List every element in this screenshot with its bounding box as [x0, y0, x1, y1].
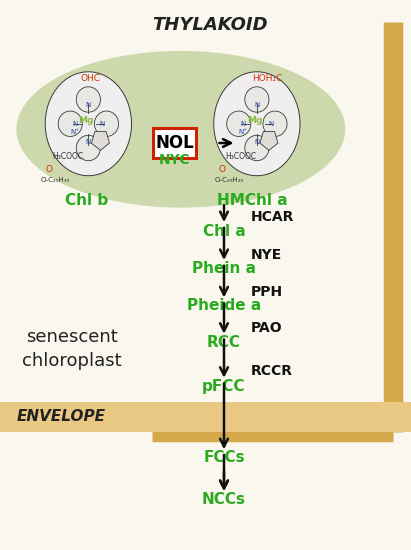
- Text: PAO: PAO: [251, 321, 282, 336]
- Polygon shape: [95, 111, 118, 136]
- Text: N⁺: N⁺: [238, 129, 247, 135]
- Text: NCCs: NCCs: [202, 492, 246, 507]
- Polygon shape: [227, 111, 251, 136]
- Polygon shape: [91, 131, 109, 150]
- Text: O: O: [218, 166, 226, 174]
- Text: N: N: [72, 121, 77, 126]
- Polygon shape: [76, 87, 100, 112]
- Text: PPH: PPH: [251, 284, 283, 299]
- Text: RCCR: RCCR: [251, 364, 293, 378]
- Text: NYE: NYE: [251, 248, 282, 262]
- Text: N: N: [86, 139, 91, 145]
- Polygon shape: [245, 135, 269, 161]
- Text: THYLAKOID: THYLAKOID: [152, 16, 268, 34]
- Text: N: N: [254, 102, 259, 108]
- Text: ENVELOPE: ENVELOPE: [16, 409, 106, 424]
- Text: O: O: [46, 166, 53, 174]
- Polygon shape: [245, 87, 269, 112]
- Text: OHC: OHC: [81, 74, 100, 82]
- Polygon shape: [76, 135, 100, 161]
- Text: NYC: NYC: [159, 152, 190, 167]
- Text: HCAR: HCAR: [251, 210, 294, 224]
- Text: Phein a: Phein a: [192, 261, 256, 276]
- Text: N: N: [99, 121, 105, 126]
- Text: O-C₂₉H₃₉: O-C₂₉H₃₉: [41, 178, 70, 183]
- Text: pFCC: pFCC: [202, 378, 246, 394]
- Text: Chl a: Chl a: [203, 223, 245, 239]
- Text: senescent
chloroplast: senescent chloroplast: [22, 328, 122, 370]
- Bar: [0, 402, 411, 432]
- Text: N: N: [240, 121, 246, 126]
- Polygon shape: [45, 72, 132, 175]
- Text: HMChl a: HMChl a: [217, 192, 288, 208]
- Polygon shape: [260, 131, 278, 150]
- Text: HOH₂C: HOH₂C: [252, 74, 282, 82]
- Text: N: N: [268, 121, 273, 126]
- Text: RCC: RCC: [207, 334, 241, 350]
- Text: H₃COOC: H₃COOC: [225, 152, 256, 161]
- Polygon shape: [58, 111, 82, 136]
- Ellipse shape: [16, 51, 345, 207]
- Text: Mg: Mg: [79, 117, 94, 125]
- Text: N: N: [254, 139, 259, 145]
- Text: O-C₂₉H₃₉: O-C₂₉H₃₉: [214, 178, 244, 183]
- Text: Mg: Mg: [247, 117, 262, 125]
- Text: H₃COOC: H₃COOC: [52, 152, 83, 161]
- Polygon shape: [263, 111, 287, 136]
- Text: N⁺: N⁺: [70, 129, 79, 135]
- Text: Chl b: Chl b: [65, 192, 108, 208]
- Text: FCCs: FCCs: [203, 450, 245, 465]
- Text: NOL: NOL: [155, 134, 194, 152]
- FancyBboxPatch shape: [153, 128, 196, 158]
- Text: Pheide a: Pheide a: [187, 298, 261, 313]
- Text: N: N: [86, 102, 91, 108]
- Polygon shape: [214, 72, 300, 175]
